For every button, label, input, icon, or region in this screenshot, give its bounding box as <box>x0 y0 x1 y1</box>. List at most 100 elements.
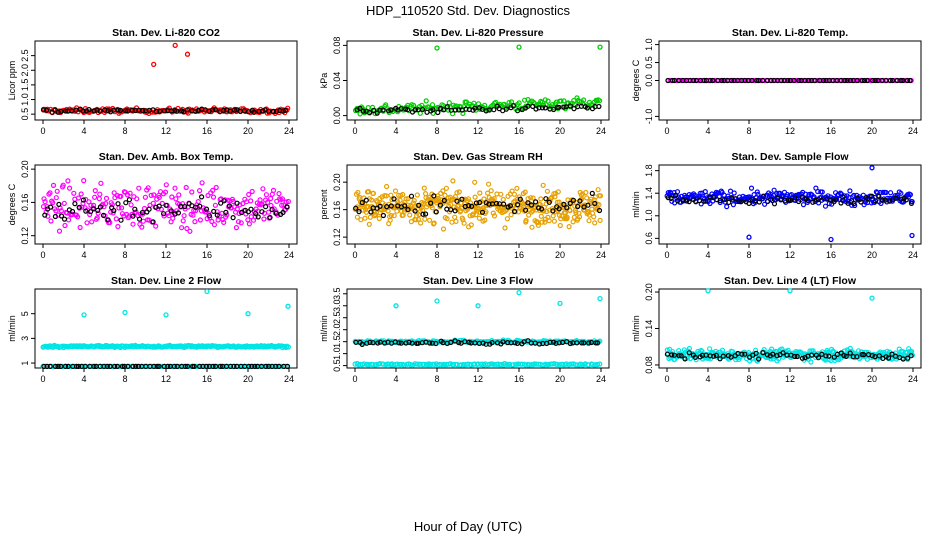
data-point <box>169 194 175 200</box>
data-point <box>665 195 671 201</box>
x-tick-label: 8 <box>434 374 439 384</box>
points <box>352 44 603 117</box>
x-tick-label: 16 <box>826 250 836 260</box>
data-point <box>703 198 709 204</box>
data-point <box>363 197 369 203</box>
data-point <box>191 363 197 369</box>
data-point <box>380 107 386 113</box>
data-point <box>826 353 832 359</box>
data-point <box>388 203 394 209</box>
data-point <box>595 187 601 193</box>
data-point <box>755 191 761 197</box>
data-point <box>471 100 477 106</box>
data-point <box>427 340 433 346</box>
data-point <box>212 107 218 113</box>
data-point <box>831 354 837 360</box>
data-point <box>514 202 521 208</box>
panel-title: Stan. Dev. Li-820 CO2 <box>112 27 220 39</box>
data-point <box>908 200 915 206</box>
data-point <box>858 199 864 205</box>
data-point <box>768 77 774 84</box>
data-point <box>145 185 151 191</box>
data-point <box>717 199 723 206</box>
data-point <box>44 363 50 369</box>
data-point <box>539 219 545 225</box>
data-point <box>876 353 882 359</box>
x-tick-label: 4 <box>705 250 710 260</box>
data-point <box>114 363 120 369</box>
data-point <box>682 356 688 362</box>
data-point <box>136 185 142 191</box>
data-point <box>370 340 376 346</box>
points <box>40 178 291 234</box>
data-point <box>248 206 254 212</box>
data-point <box>268 195 274 202</box>
data-point <box>502 225 508 231</box>
data-point <box>551 218 558 224</box>
y-tick-label: 3.0 <box>332 299 342 312</box>
outlier-point <box>869 295 875 301</box>
y-axis-label: degrees C <box>7 183 17 225</box>
data-point <box>62 363 69 369</box>
data-point <box>150 200 156 206</box>
data-point <box>78 191 84 197</box>
data-point <box>212 202 218 208</box>
y-tick-label: 1 <box>20 361 30 366</box>
data-point <box>759 77 766 84</box>
data-point <box>547 339 553 345</box>
data-point <box>843 353 849 359</box>
data-point <box>770 351 776 357</box>
x-tick-label: 16 <box>514 374 524 384</box>
data-point <box>111 363 118 369</box>
data-point <box>97 108 103 114</box>
data-point <box>246 191 252 198</box>
data-point <box>75 363 82 369</box>
data-point <box>752 347 759 353</box>
data-point <box>213 363 219 369</box>
data-point <box>456 189 462 195</box>
data-point <box>865 196 871 202</box>
data-point <box>197 217 203 223</box>
data-point <box>440 188 446 194</box>
data-point <box>251 109 257 115</box>
plot-frame <box>658 164 922 245</box>
data-point <box>276 191 282 197</box>
data-point <box>823 353 829 359</box>
data-point <box>819 197 825 203</box>
data-point <box>94 215 100 221</box>
x-tick-label: 0 <box>664 374 669 384</box>
data-point <box>111 208 117 214</box>
outlier-point <box>172 42 178 49</box>
data-point <box>402 203 408 209</box>
data-point <box>523 217 529 224</box>
y-tick-label: 2.0 <box>20 64 30 77</box>
data-point <box>701 198 707 204</box>
data-point <box>373 198 379 204</box>
data-point <box>159 200 165 206</box>
data-point <box>199 194 205 200</box>
data-point <box>156 194 162 200</box>
data-point <box>883 189 889 196</box>
data-point <box>588 339 594 346</box>
data-point <box>371 107 377 114</box>
data-point <box>270 187 277 193</box>
y-tick-label: 2.5 <box>332 311 342 324</box>
data-point <box>580 97 587 103</box>
data-point <box>586 340 592 346</box>
data-point <box>401 362 407 368</box>
data-point <box>75 195 82 201</box>
data-point <box>263 363 269 369</box>
data-point <box>452 208 458 214</box>
data-point <box>246 221 252 227</box>
data-point <box>528 362 535 368</box>
x-tick-label: 12 <box>473 250 483 260</box>
data-point <box>407 212 413 218</box>
data-point <box>91 363 97 369</box>
data-point <box>60 182 66 188</box>
data-point <box>159 363 165 369</box>
data-point <box>54 188 60 194</box>
data-point <box>593 340 599 346</box>
x-tick-label: 24 <box>908 126 918 136</box>
data-point <box>448 202 454 208</box>
data-point <box>364 340 370 346</box>
